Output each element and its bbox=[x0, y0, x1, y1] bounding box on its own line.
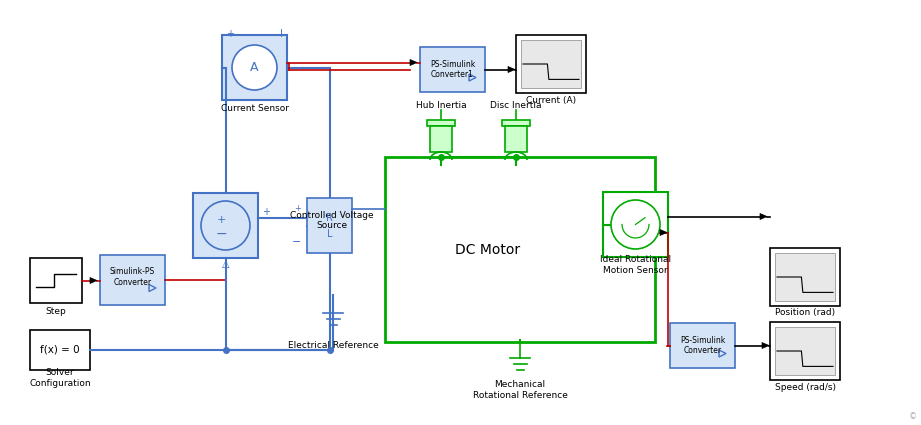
Polygon shape bbox=[508, 66, 515, 73]
Bar bbox=[100, 255, 165, 305]
Text: Speed (rad/s): Speed (rad/s) bbox=[775, 382, 835, 391]
Bar bbox=[505, 126, 527, 152]
Text: DC Motor: DC Motor bbox=[455, 243, 520, 257]
Circle shape bbox=[201, 201, 250, 250]
Text: −: − bbox=[292, 237, 301, 247]
Text: −: − bbox=[216, 227, 227, 241]
Text: PS-Simulink
Converter: PS-Simulink Converter bbox=[680, 336, 725, 355]
Polygon shape bbox=[760, 213, 767, 219]
Text: +: + bbox=[216, 215, 227, 224]
Text: Mechanical
Rotational Reference: Mechanical Rotational Reference bbox=[472, 380, 567, 400]
Text: Disc Inertia: Disc Inertia bbox=[490, 100, 542, 110]
Bar bbox=[193, 193, 258, 258]
Text: I: I bbox=[280, 29, 283, 39]
Bar bbox=[516, 35, 586, 93]
Bar bbox=[770, 322, 840, 380]
Text: Current (A): Current (A) bbox=[526, 96, 576, 105]
Text: L: L bbox=[327, 229, 332, 238]
Bar bbox=[770, 248, 840, 306]
Text: f(x) = 0: f(x) = 0 bbox=[41, 345, 80, 355]
Bar bbox=[521, 40, 581, 88]
Bar bbox=[307, 198, 352, 253]
Bar bbox=[775, 327, 835, 375]
Bar bbox=[603, 192, 668, 257]
Bar bbox=[420, 47, 485, 92]
Text: Ideal Rotational
Motion Sensor: Ideal Rotational Motion Sensor bbox=[600, 255, 671, 275]
Polygon shape bbox=[410, 60, 417, 65]
Text: Controlled Voltage
Source: Controlled Voltage Source bbox=[290, 211, 374, 230]
Text: +: + bbox=[262, 207, 270, 216]
Text: ©: © bbox=[909, 412, 917, 421]
Text: Current Sensor: Current Sensor bbox=[220, 104, 288, 113]
Polygon shape bbox=[762, 343, 769, 348]
Text: Hub Inertia: Hub Inertia bbox=[415, 100, 466, 110]
Bar bbox=[427, 120, 455, 126]
Bar bbox=[502, 120, 530, 126]
Text: △: △ bbox=[222, 259, 229, 269]
Bar bbox=[385, 157, 655, 342]
Text: Solver
Configuration: Solver Configuration bbox=[29, 368, 91, 388]
Text: +: + bbox=[226, 29, 234, 39]
Text: Electrical Reference: Electrical Reference bbox=[287, 340, 379, 349]
Bar bbox=[30, 330, 90, 370]
Text: Simulink-PS
Converter: Simulink-PS Converter bbox=[110, 267, 155, 287]
Circle shape bbox=[611, 200, 660, 249]
Text: Position (rad): Position (rad) bbox=[775, 309, 835, 317]
Polygon shape bbox=[660, 230, 667, 235]
Text: PS-Simulink
Converter1: PS-Simulink Converter1 bbox=[430, 60, 475, 79]
Bar bbox=[222, 35, 287, 100]
Bar bbox=[775, 253, 835, 301]
Bar bbox=[430, 126, 452, 152]
Circle shape bbox=[232, 45, 277, 90]
Bar bbox=[30, 258, 82, 303]
Text: Step: Step bbox=[46, 306, 66, 315]
Bar bbox=[670, 323, 735, 368]
Polygon shape bbox=[90, 278, 97, 283]
Text: R: R bbox=[326, 212, 332, 223]
Text: A: A bbox=[251, 61, 259, 74]
Text: +: + bbox=[294, 204, 301, 213]
